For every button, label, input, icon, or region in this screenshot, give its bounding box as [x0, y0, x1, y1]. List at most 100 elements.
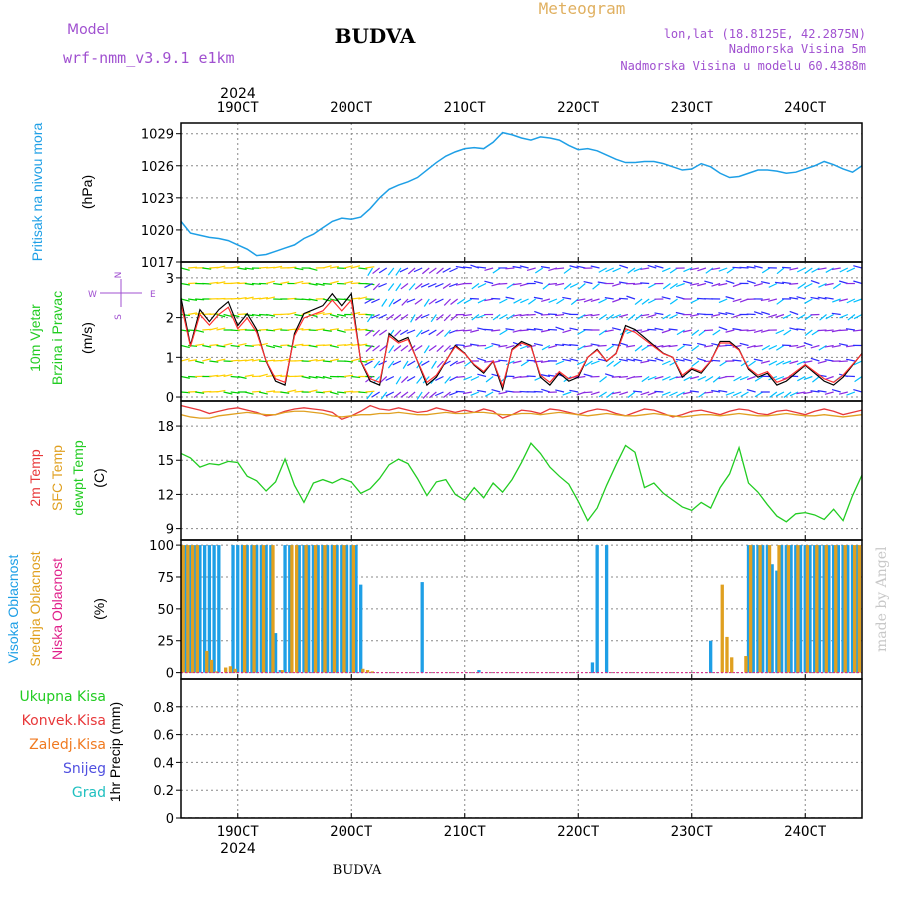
wind-barb: [364, 298, 373, 304]
wind-barb: [237, 267, 247, 271]
wind-barb: [373, 360, 381, 369]
wind-barb: [583, 391, 593, 394]
wind-barb: [753, 358, 763, 362]
wind-barb: [395, 376, 402, 385]
wind-barb: [365, 266, 375, 269]
wind-barb: [505, 360, 515, 366]
wind-barb: [604, 373, 614, 378]
wind-barb: [344, 343, 354, 347]
wind-barb: [329, 358, 339, 362]
wind-barb: [547, 328, 558, 331]
low-cloud-axis-title: Niska Oblacnost: [49, 558, 65, 660]
wind-barb: [223, 342, 233, 347]
wind-barb: [555, 326, 565, 331]
wind-barb: [443, 314, 451, 322]
wind-barb: [407, 267, 416, 275]
date-label-bottom: 24OCT: [784, 824, 827, 840]
wind-barb: [280, 391, 290, 394]
wind-barb: [526, 359, 536, 362]
wind-barb: [689, 313, 699, 317]
wind-barb: [456, 360, 465, 365]
cloud-bar: [231, 545, 235, 673]
wind-barb: [604, 329, 614, 333]
wind-barb: [852, 329, 862, 332]
panel-temperature: 9 12 15 18: [157, 400, 863, 541]
wind-barb: [753, 344, 763, 348]
wind-barb: [846, 391, 856, 396]
wind-barb: [400, 283, 409, 290]
wind-barb: [661, 391, 671, 396]
cloud-bar: [344, 545, 349, 673]
y-tick-label: 0.8: [153, 701, 174, 716]
wind-barb: [414, 345, 423, 352]
wind-barb: [619, 342, 629, 347]
wind-barb: [484, 280, 494, 285]
wind-barb: [329, 328, 339, 331]
wind-barb: [811, 267, 820, 273]
wind-barb: [838, 298, 848, 302]
wind-barb: [223, 313, 233, 318]
wind-barb: [381, 298, 388, 307]
date-label-bottom: 19OCT: [217, 824, 260, 840]
panel-clouds: 0 25 50 75 100: [149, 539, 863, 682]
wind-barb: [223, 373, 233, 378]
wind-barb: [810, 344, 820, 349]
cloud-bar: [273, 633, 278, 673]
wind-barb: [499, 329, 508, 336]
cloud-bar: [283, 545, 287, 673]
wind-barb: [725, 296, 735, 300]
y-tick-label: 1029: [141, 128, 174, 143]
wind-barb: [599, 376, 607, 383]
wind-barb: [512, 360, 522, 364]
cloud-bar: [720, 584, 724, 673]
wind-barb: [804, 267, 813, 274]
wind-barb: [358, 267, 368, 270]
cloud-bar: [846, 545, 850, 673]
cloud-bar: [789, 545, 793, 673]
date-label-top: 24OCT: [784, 100, 827, 116]
wind-barb: [365, 344, 375, 348]
wind-barb: [280, 375, 290, 378]
wind-barb: [329, 280, 339, 285]
date-label-top: 21OCT: [444, 100, 487, 116]
wind-barb: [634, 345, 643, 352]
wind-barb: [491, 297, 501, 300]
cloud-bar: [803, 545, 807, 673]
wind-barb: [428, 329, 437, 336]
wind-barb: [598, 267, 607, 273]
wind-barb: [774, 281, 785, 285]
wind-barb: [358, 360, 368, 363]
wind-barb: [832, 283, 842, 290]
wind-barb: [605, 267, 614, 273]
wind-axis-unit: (m/s): [79, 322, 95, 354]
wind-barb: [519, 344, 529, 350]
cloud-bar: [250, 545, 254, 673]
wind-barb: [209, 374, 219, 378]
wind-barb: [410, 314, 416, 323]
wind-barb: [322, 390, 332, 393]
y-tick-label: 50: [157, 603, 174, 618]
wind-barb: [315, 311, 325, 316]
wind-barb: [413, 267, 423, 273]
wind-barb: [726, 267, 735, 274]
wind-barb: [464, 360, 473, 367]
wind-barb: [209, 281, 219, 285]
cloud-bar: [330, 545, 334, 673]
wind-barb: [202, 358, 212, 362]
wind-barb: [422, 391, 430, 399]
cloud-bar: [853, 545, 857, 673]
wind-barb: [430, 314, 437, 323]
wind-barb: [294, 280, 304, 285]
cloud-bar: [198, 545, 202, 673]
cloud-bar: [205, 650, 209, 673]
wind-barb: [526, 375, 536, 378]
temp2m-axis-title: 2m Temp: [27, 449, 43, 507]
cloud-bar: [748, 545, 753, 673]
wind-barb: [760, 298, 770, 302]
wind-barb: [853, 265, 862, 269]
y-tick-label: 0: [166, 667, 174, 682]
wind-barb: [406, 298, 416, 303]
wind-barb: [818, 282, 827, 288]
wind-barb: [308, 298, 318, 302]
wind-barb: [613, 360, 622, 367]
